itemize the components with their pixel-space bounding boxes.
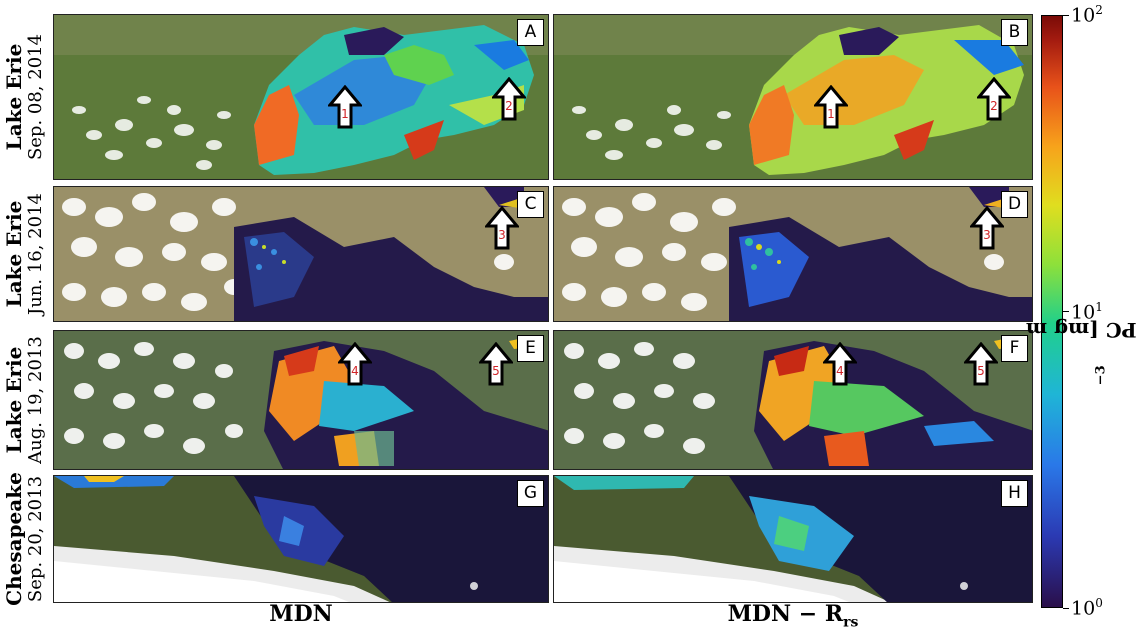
panel-e: E 4 5 — [53, 330, 549, 470]
arrow-marker-3b: 3 — [970, 206, 1004, 250]
arrow-marker-4: 4 — [338, 342, 372, 386]
colorbar-title: PC [mg m−3] — [1026, 230, 1137, 430]
arrow-marker-1b: 1 — [814, 85, 848, 129]
panel-letter-f: F — [1001, 335, 1028, 362]
row-label-1: Lake Erie Sep. 08, 2014 — [0, 14, 50, 180]
panel-d: D 3 — [553, 186, 1033, 322]
colorbar-tick-label-0: 100 — [1071, 596, 1103, 620]
arrow-number-2: 2 — [505, 99, 513, 113]
arrow-number-5b: 5 — [977, 364, 985, 378]
column-label-mdn: MDN — [269, 601, 333, 627]
panel-letter-d: D — [1001, 191, 1028, 218]
colorbar-label-close: ] — [1074, 318, 1145, 342]
arrow-number-3b: 3 — [983, 228, 991, 242]
row-date-3: Aug. 19, 2013 — [25, 336, 46, 464]
row-site-4: Chesapeake — [2, 472, 26, 606]
colorbar-tick-1 — [1063, 311, 1069, 312]
colorbar-tick-label-2: 102 — [1071, 3, 1103, 27]
row-label-4: Chesapeake Sep. 20, 2013 — [0, 472, 50, 606]
panel-letter-c: C — [517, 191, 544, 218]
arrow-number-3: 3 — [498, 228, 506, 242]
row-date-1: Sep. 08, 2014 — [25, 33, 47, 161]
panel-g: G — [53, 475, 549, 603]
column-label-mdn-rrs-main: MDN − R — [727, 601, 844, 627]
arrow-number-5: 5 — [492, 364, 500, 378]
panel-letter-b: B — [1001, 19, 1028, 46]
arrow-marker-2: 2 — [492, 77, 526, 121]
panel-a: A 1 2 — [53, 14, 549, 180]
row-site-1: Lake Erie — [2, 43, 27, 151]
arrow-marker-2b: 2 — [977, 77, 1011, 121]
row-label-3: Lake Erie Aug. 19, 2013 — [0, 330, 50, 470]
arrow-marker-4b: 4 — [823, 342, 857, 386]
arrow-marker-5b: 5 — [964, 342, 998, 386]
arrow-marker-3: 3 — [485, 206, 519, 250]
colorbar-tick-2 — [1063, 14, 1069, 16]
arrow-number-4: 4 — [351, 364, 359, 378]
panel-b: B 1 2 — [553, 14, 1033, 180]
column-label-mdn-rrs-sub: rs — [843, 614, 859, 630]
colorbar-label-exp: −3 — [1093, 365, 1109, 386]
panel-c: C 3 — [53, 186, 549, 322]
row-label-2: Lake Erie Jun. 16, 2014 — [0, 186, 50, 322]
colorbar — [1041, 15, 1063, 608]
arrow-number-4b: 4 — [836, 364, 844, 378]
arrow-number-2b: 2 — [990, 99, 998, 113]
panel-letter-h: H — [1001, 480, 1028, 507]
row-date-4: Sep. 20, 2013 — [25, 475, 46, 603]
colorbar-tick-0 — [1063, 607, 1069, 609]
arrow-marker-5: 5 — [479, 342, 513, 386]
row-site-2: Lake Erie — [2, 200, 27, 308]
panel-f: F 4 5 — [553, 330, 1033, 470]
panel-letter-g: G — [517, 480, 544, 507]
row-date-2: Jun. 16, 2014 — [25, 192, 47, 316]
arrow-number-1b: 1 — [827, 107, 835, 121]
panel-letter-a: A — [517, 19, 544, 46]
colorbar-tick-label-1: 101 — [1071, 299, 1103, 323]
column-label-mdn-rrs: MDN − Rrs — [553, 601, 1033, 630]
row-site-3: Lake Erie — [2, 346, 26, 454]
panel-letter-e: E — [517, 335, 544, 362]
panel-h: H — [553, 475, 1033, 603]
arrow-number-1: 1 — [341, 107, 349, 121]
arrow-marker-1: 1 — [328, 85, 362, 129]
